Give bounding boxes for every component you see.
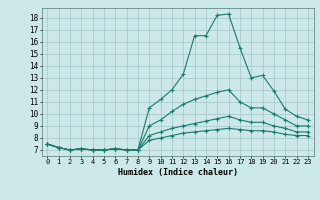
X-axis label: Humidex (Indice chaleur): Humidex (Indice chaleur): [118, 168, 237, 177]
